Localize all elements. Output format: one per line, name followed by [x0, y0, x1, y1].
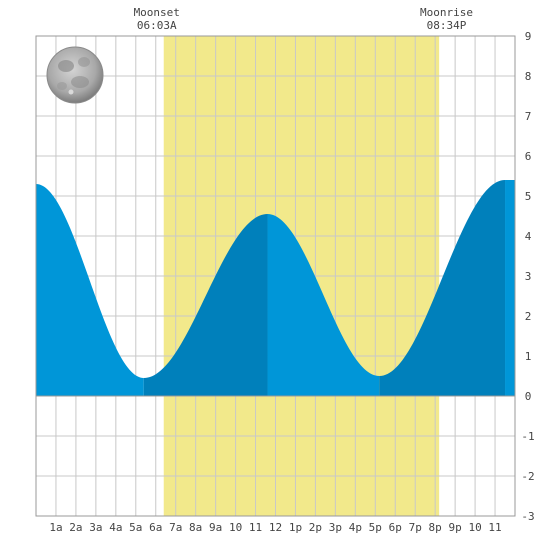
x-tick-label: 2p — [309, 521, 322, 534]
x-tick-label: 7a — [169, 521, 182, 534]
y-tick-label: 2 — [525, 310, 532, 323]
y-tick-label: 7 — [525, 110, 532, 123]
x-tick-label: 10 — [468, 521, 481, 534]
y-tick-label: 1 — [525, 350, 532, 363]
event-label: Moonrise — [420, 6, 473, 19]
x-tick-label: 11 — [488, 521, 501, 534]
x-tick-label: 3a — [89, 521, 102, 534]
tide-rising-segment — [379, 180, 506, 396]
y-tick-label: 0 — [525, 390, 532, 403]
x-axis-labels: 1a 2a 3a 4a 5a 6a 7a 8a 9a 10 11 12 1p 2p 3p 4p 5p 6p 7p 8p… — [49, 521, 501, 534]
x-tick-label: 4a — [109, 521, 122, 534]
x-tick-label: 6p — [389, 521, 402, 534]
x-tick-label: 7p — [409, 521, 422, 534]
event-label: Moonset — [134, 6, 180, 19]
x-tick-label: 9a — [209, 521, 222, 534]
x-tick-label: 10 — [229, 521, 242, 534]
y-tick-label: -1 — [521, 430, 534, 443]
x-tick-label: 12 — [269, 521, 282, 534]
y-tick-label: 8 — [525, 70, 532, 83]
full-moon-icon — [46, 46, 104, 104]
x-tick-label: 5a — [129, 521, 142, 534]
x-tick-label: 6a — [149, 521, 162, 534]
tide-falling-segment — [505, 180, 515, 396]
y-tick-label: 6 — [525, 150, 532, 163]
tide-falling-segment — [267, 214, 380, 396]
x-tick-label: 4p — [349, 521, 362, 534]
y-tick-label: -3 — [521, 510, 534, 523]
x-tick-label: 5p — [369, 521, 382, 534]
event-time: 06:03A — [137, 19, 177, 32]
tide-rising-segment — [143, 214, 268, 396]
y-tick-label: 3 — [525, 270, 532, 283]
y-tick-label: 9 — [525, 30, 532, 43]
x-tick-label: 3p — [329, 521, 342, 534]
y-tick-label: 4 — [525, 230, 532, 243]
x-tick-label: 1a — [49, 521, 62, 534]
event-time: 08:34P — [427, 19, 467, 32]
x-tick-label: 9p — [449, 521, 462, 534]
y-tick-label: -2 — [521, 470, 534, 483]
y-axis-labels: -3 -2 -1 0 1 2 3 4 5 6 7 8 9 — [521, 30, 534, 523]
x-tick-label: 8p — [429, 521, 442, 534]
x-tick-label: 1p — [289, 521, 302, 534]
plot-frame — [35, 35, 516, 517]
tide-falling-segment — [36, 184, 144, 396]
tide-area — [36, 180, 515, 396]
x-tick-label: 8a — [189, 521, 202, 534]
x-tick-label: 11 — [249, 521, 262, 534]
y-tick-label: 5 — [525, 190, 532, 203]
x-tick-label: 2a — [69, 521, 82, 534]
